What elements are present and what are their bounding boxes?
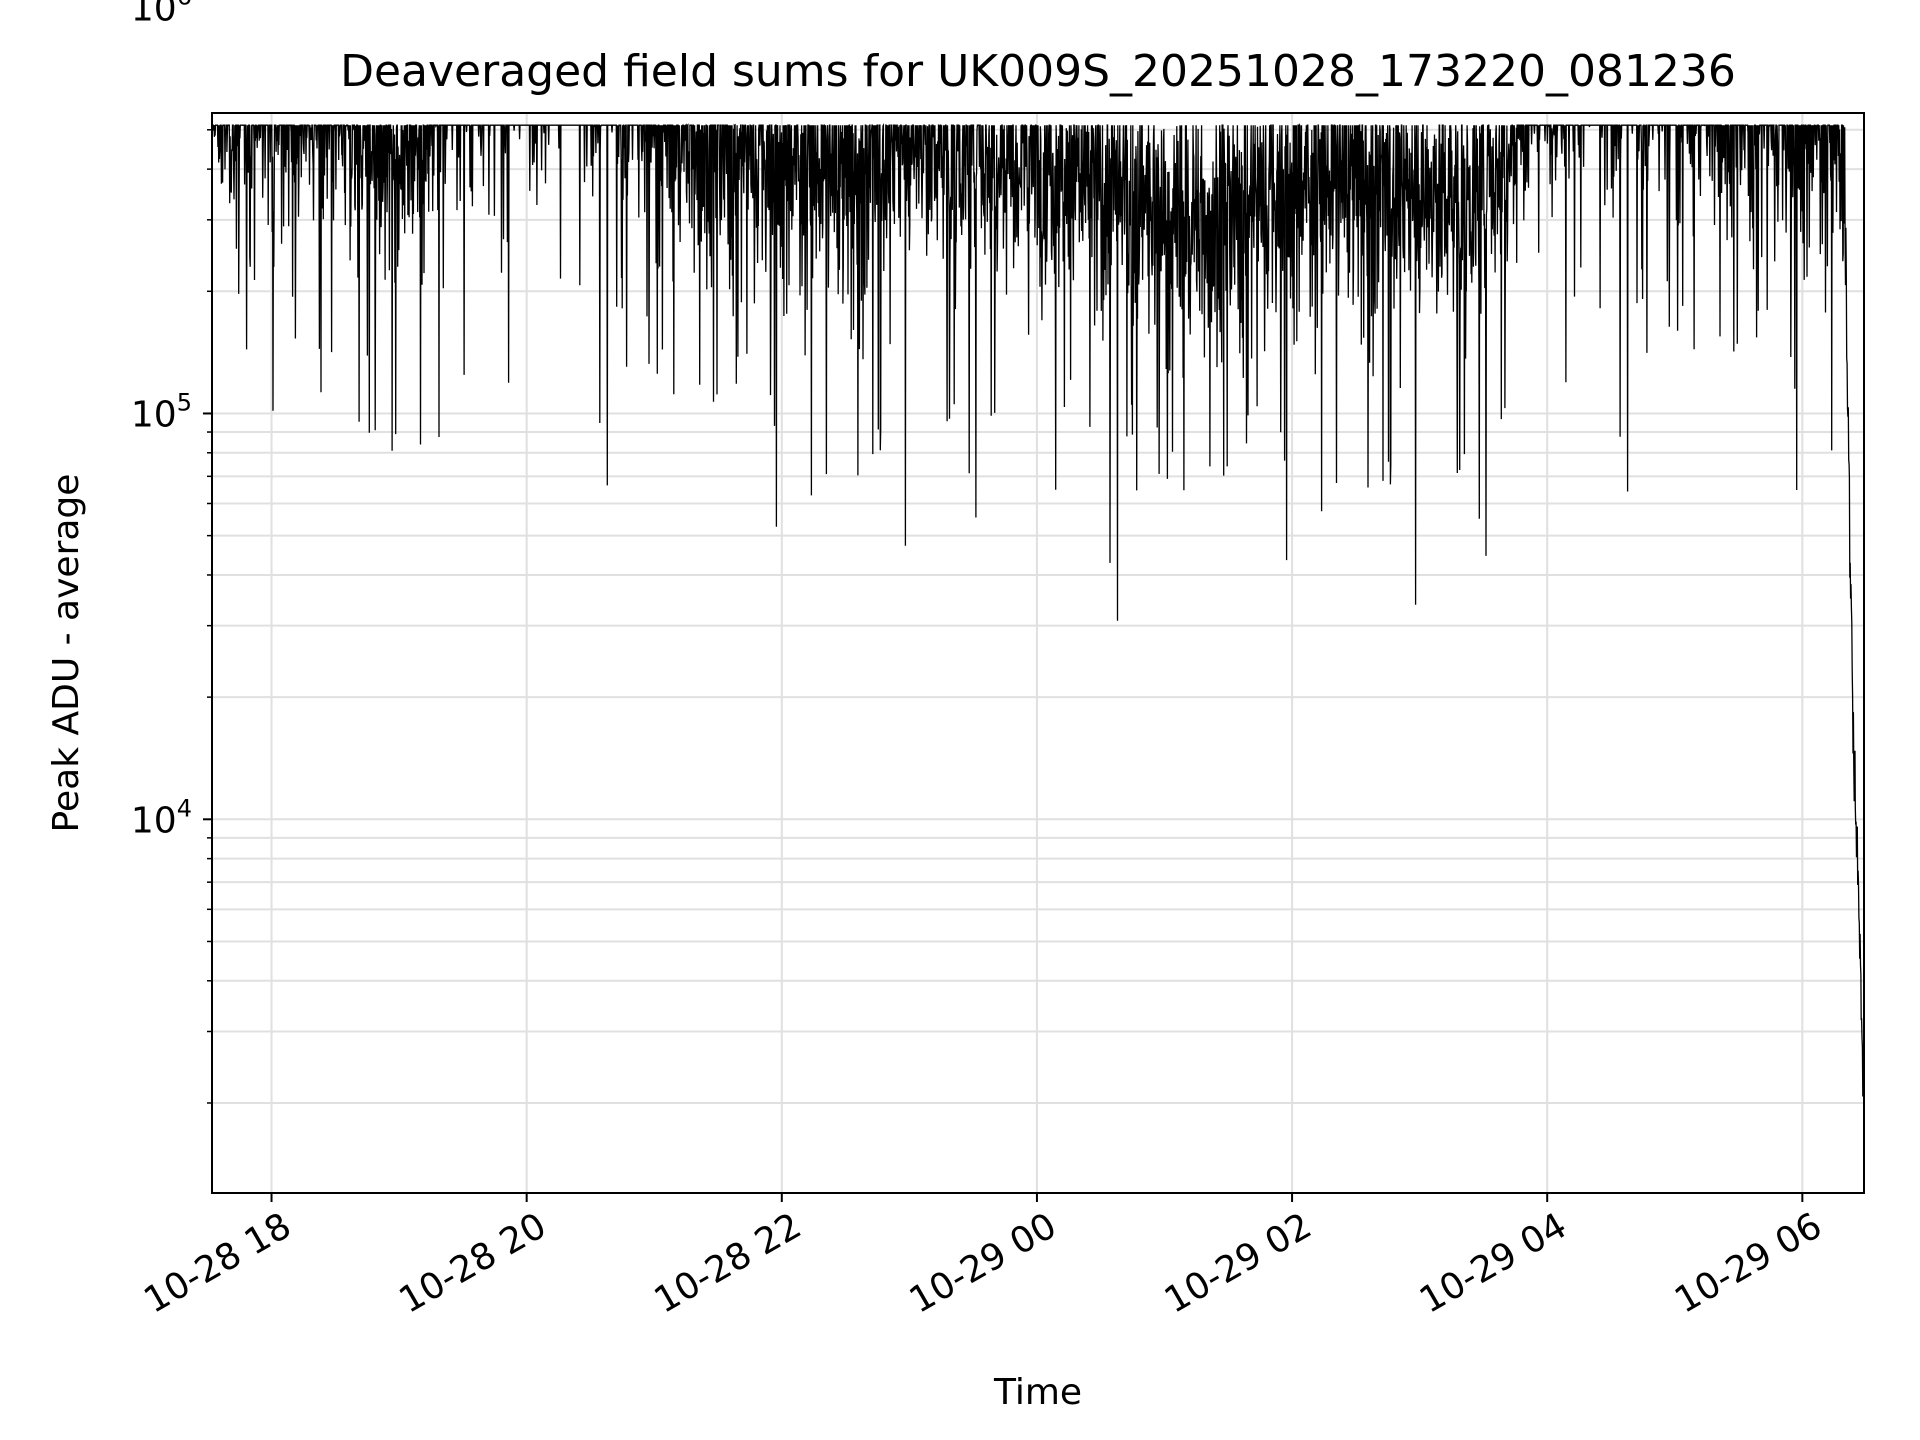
series-line xyxy=(212,123,1865,1097)
y-axis: 104105106 xyxy=(131,0,212,1104)
y-axis-label: Peak ADU - average xyxy=(46,474,87,833)
y-tick-base: 10 xyxy=(131,0,177,30)
y-tick-label: 104 xyxy=(131,794,192,841)
y-tick-label: 106 xyxy=(131,0,192,30)
y-tick-label: 105 xyxy=(131,388,192,435)
plot-frame xyxy=(211,112,1865,1194)
data-line-layer xyxy=(212,123,1865,1097)
y-tick-exponent: 4 xyxy=(177,794,192,822)
chart-title: Deaveraged field sums for UK009S_2025102… xyxy=(340,46,1736,97)
x-axis-label: Time xyxy=(993,1372,1082,1413)
y-tick-exponent: 5 xyxy=(177,388,192,416)
y-tick-exponent: 6 xyxy=(177,0,192,11)
y-tick-base: 10 xyxy=(131,394,177,435)
y-tick-base: 10 xyxy=(131,800,177,841)
